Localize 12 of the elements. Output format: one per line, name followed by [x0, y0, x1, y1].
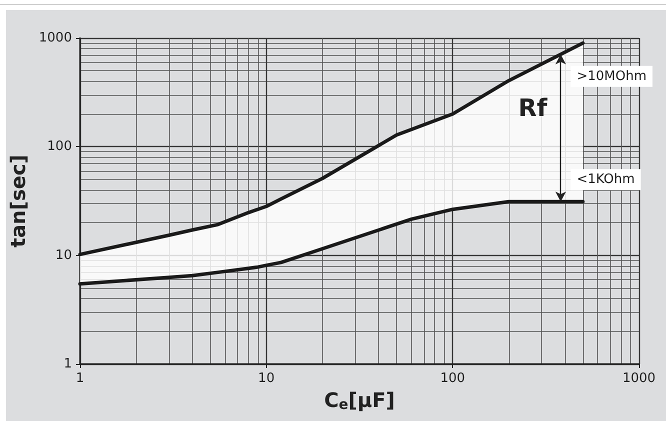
x-tick-label: 100 [440, 371, 466, 386]
y-axis-title: tan[sec] [6, 154, 30, 248]
annotation: <1KOhm [576, 172, 635, 188]
annotation: >10MOhm [576, 68, 646, 84]
x-tick-label: 1000 [622, 371, 656, 386]
x-tick-label: 1 [76, 371, 84, 386]
y-tick-label: 1000 [38, 30, 72, 46]
y-tick-label: 100 [47, 139, 72, 154]
annotation: Rf [518, 94, 548, 122]
y-tick-label: 1 [64, 356, 72, 372]
y-tick-label: 10 [55, 248, 72, 263]
x-tick-label: 10 [258, 371, 275, 386]
